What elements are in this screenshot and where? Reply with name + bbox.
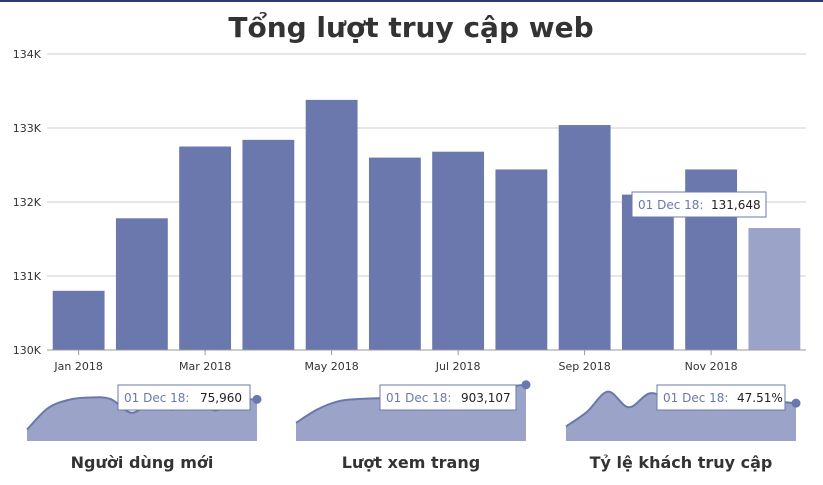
bar [495, 169, 548, 350]
bar [748, 228, 801, 350]
bar [621, 194, 674, 350]
y-tick-label: 132K [13, 196, 42, 209]
y-tick-label: 133K [13, 122, 42, 135]
sparkline-new-users-title: Người dùng mới [71, 453, 214, 472]
sparkline-new-users: 01 Dec 18: 75,960 Người dùng mới [26, 384, 262, 472]
sparkline-visitor-rate-tooltip-box [656, 384, 786, 411]
sparkline-page-views-title: Lượt xem trang [342, 453, 480, 472]
bar [305, 99, 358, 350]
sparkline-page-views-marker [521, 380, 531, 390]
sparkline-page-views-tooltip-label: 01 Dec 18: [386, 391, 451, 405]
bar [52, 290, 105, 350]
main-tooltip-value: 131,648 [711, 198, 761, 212]
sparkline-page-views-tooltip-value: 903,107 [461, 391, 511, 405]
sparkline-page-views: 01 Dec 18: 903,107 Lượt xem trang [295, 380, 531, 472]
sparkline-page-views-tooltip-box [379, 384, 517, 411]
bar [242, 139, 295, 350]
x-axis: Jan 2018 Mar 2018 May 2018 Jul 2018 Sep 2018… [53, 350, 738, 373]
y-tick-label: 130K [13, 344, 42, 357]
chart-title: Tổng lượt truy cập web [228, 10, 593, 44]
sparkline-visitor-rate-tooltip-label: 01 Dec 18: [663, 391, 728, 405]
sparkline-new-users-tooltip-box [117, 384, 251, 411]
sparkline-new-users-marker [252, 394, 262, 404]
x-tick-label: Nov 2018 [685, 360, 738, 373]
top-border [0, 0, 823, 2]
main-tooltip-label: 01 Dec 18: [638, 198, 703, 212]
sparkline-visitor-rate-tooltip-value: 47.51% [737, 391, 783, 405]
x-tick-label: Jan 2018 [53, 360, 102, 373]
sparkline-new-users-tooltip-label: 01 Dec 18: [124, 391, 189, 405]
bar [115, 218, 168, 350]
sparkline-new-users-tooltip-value: 75,960 [200, 391, 242, 405]
sparkline-visitor-rate-title: Tỷ lệ khách truy cập [590, 453, 773, 472]
bar [368, 157, 421, 350]
y-axis: 130K 131K 132K 133K 134K [13, 48, 42, 357]
x-tick-label: Jul 2018 [435, 360, 481, 373]
sparkline-visitor-rate: 01 Dec 18: 47.51% Tỷ lệ khách truy cập [565, 384, 801, 472]
sparkline-visitor-rate-marker [791, 398, 801, 408]
bar [558, 125, 611, 350]
x-tick-label: May 2018 [305, 360, 359, 373]
main-tooltip: 01 Dec 18: 131,648 [631, 191, 767, 218]
bar [179, 146, 232, 350]
x-tick-label: Mar 2018 [179, 360, 231, 373]
y-tick-label: 134K [13, 48, 42, 61]
x-tick-label: Sep 2018 [559, 360, 611, 373]
bar [432, 151, 485, 350]
y-tick-label: 131K [13, 270, 42, 283]
bar-series [52, 99, 801, 350]
main-tooltip-box [631, 191, 767, 218]
